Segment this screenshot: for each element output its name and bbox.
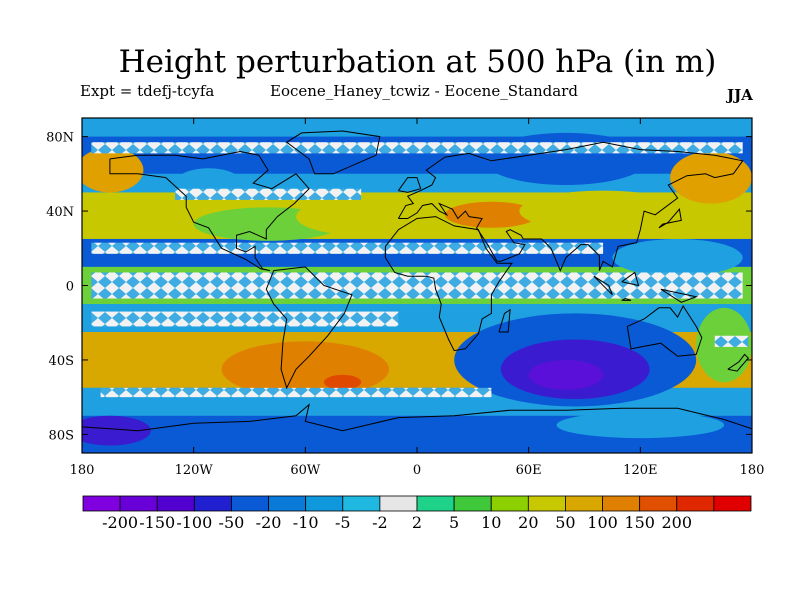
- colorbar-box-4: [231, 495, 269, 512]
- lon-tick-label-6: 180: [740, 463, 765, 478]
- colorbar-label-5: -10: [293, 513, 319, 532]
- colorbar-label-14: 150: [624, 513, 655, 532]
- coastlines: [82, 130, 752, 432]
- colorbar-box-13: [565, 495, 603, 512]
- hatch-zone-3: [91, 272, 743, 299]
- colorbar-box-1: [119, 495, 158, 512]
- coastline-9: [593, 275, 613, 296]
- hatch-zone-4: [91, 311, 399, 327]
- colorbar-box-2: [156, 495, 195, 512]
- colorbar-label-7: -2: [372, 513, 388, 532]
- lat-tick-label-3: 40S: [49, 354, 74, 369]
- lon-tick-label-1: 120W: [175, 463, 214, 478]
- colorbar-label-13: 100: [587, 513, 618, 532]
- contour-anomaly-layer: [82, 132, 752, 446]
- coastline-2: [265, 266, 353, 390]
- contour-anomaly-0: [82, 147, 144, 193]
- season-label: JJA: [727, 86, 753, 104]
- colorbar-label-3: -50: [219, 513, 245, 532]
- hatch-zone-5: [100, 387, 492, 398]
- coastline-0: [109, 150, 310, 272]
- contour-anomaly-5: [482, 132, 650, 185]
- colorbar-box-3: [193, 495, 232, 512]
- contour-anomaly-10: [323, 374, 362, 390]
- contour-anomaly-3: [296, 198, 427, 236]
- colorbar-box-6: [305, 495, 344, 512]
- coastline-12: [660, 288, 698, 303]
- hatch-zone-6: [714, 335, 749, 347]
- lon-tick-label-3: 0: [413, 463, 421, 478]
- colorbar-label-10: 10: [481, 513, 501, 532]
- lat-tick-label-1: 40N: [46, 205, 74, 220]
- coastline-10: [621, 297, 632, 301]
- comparison-label: Eocene_Haney_tcwiz - Eocene_Standard: [270, 82, 578, 100]
- colorbar-box-17: [713, 495, 752, 512]
- experiment-label: Expt = tdefj-tcyfa: [80, 82, 215, 100]
- coastline-13: [727, 353, 749, 372]
- hatch-zone-0: [91, 142, 743, 154]
- coastline-8: [658, 208, 682, 229]
- lon-tick-label-2: 60W: [290, 463, 321, 478]
- coastline-1: [285, 130, 381, 175]
- colorbar-box-7: [342, 495, 381, 512]
- axis-ticks: 80N 40N 0 40S 80S 180 120W 60W 0 60E 120E 180: [46, 118, 764, 478]
- colorbar-label-2: -100: [176, 513, 212, 532]
- colorbar: -200 -150 -100 -50 -20 -10 -5 -2 2 5 10 20 50 100 150 2…: [82, 495, 752, 532]
- colorbar-box-0: [82, 495, 121, 512]
- hatch-zone-2: [91, 242, 604, 254]
- lon-tick-label-5: 120E: [623, 463, 657, 478]
- colorbar-label-12: 50: [555, 513, 575, 532]
- colorbar-label-6: -5: [335, 513, 351, 532]
- colorbar-label-11: 20: [518, 513, 538, 532]
- coastline-14: [82, 403, 752, 432]
- coastline-11: [621, 271, 640, 287]
- colorbar-box-9: [416, 495, 455, 512]
- lon-tick-label-4: 60E: [516, 463, 542, 478]
- lat-tick-label-4: 80S: [49, 428, 74, 443]
- coastline-7: [397, 177, 422, 193]
- coastline-6: [498, 308, 511, 333]
- colorbar-box-5: [268, 495, 307, 512]
- colorbar-label-4: -20: [256, 513, 282, 532]
- contour-anomaly-6: [519, 190, 687, 232]
- contour-anomaly-15: [82, 415, 151, 446]
- colorbar-box-16: [676, 495, 715, 512]
- contour-anomaly-13: [528, 359, 604, 390]
- colorbar-box-14: [602, 495, 641, 512]
- contour-anomaly-16: [556, 412, 725, 439]
- coastline-5: [626, 304, 703, 357]
- lon-tick-label-0: 180: [70, 463, 95, 478]
- colorbar-box-12: [527, 495, 566, 512]
- colorbar-label-0: -200: [102, 513, 138, 532]
- contour-anomaly-7: [670, 151, 752, 204]
- colorbar-box-15: [639, 495, 678, 512]
- lat-tick-label-0: 80N: [46, 131, 74, 146]
- lat-tick-label-2: 0: [66, 280, 74, 295]
- colorbar-box-10: [453, 495, 492, 512]
- hatch-zone-1: [175, 188, 362, 200]
- figure-title: Height perturbation at 500 hPa (in m): [118, 44, 717, 80]
- colorbar-box-8: [379, 495, 418, 512]
- coastline-4: [384, 216, 513, 352]
- colorbar-label-8: 2: [412, 513, 422, 532]
- contour-anomaly-8: [612, 238, 743, 277]
- colorbar-label-15: 200: [662, 513, 693, 532]
- near-zero-hatching-layer: [91, 142, 749, 398]
- map-plot-area: [82, 118, 752, 453]
- contour-anomaly-4: [444, 201, 538, 228]
- colorbar-label-1: -150: [139, 513, 175, 532]
- contour-band-0: [82, 118, 752, 137]
- colorbar-label-9: 5: [449, 513, 459, 532]
- colorbar-box-11: [490, 495, 529, 512]
- coastline-3: [397, 141, 744, 272]
